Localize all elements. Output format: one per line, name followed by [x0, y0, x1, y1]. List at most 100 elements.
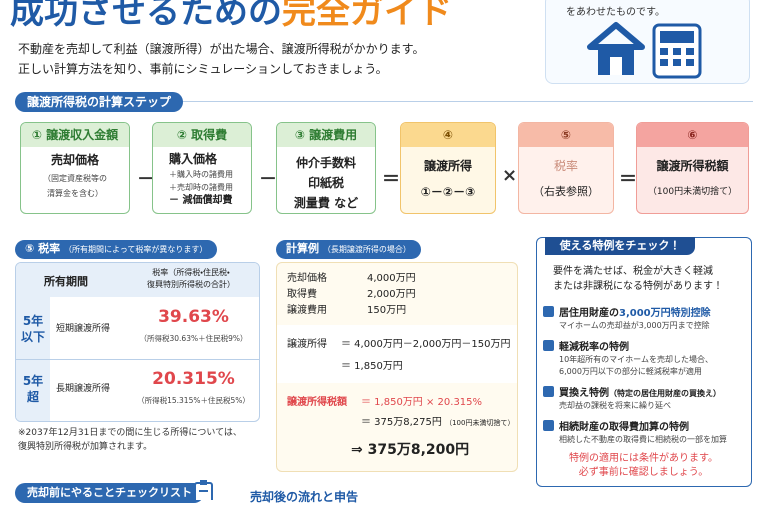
- step-box: ③ 譲渡費用 仲介手数料 印紙税 測量費 など: [276, 122, 376, 214]
- special-item: 軽減税率の特例: [543, 338, 629, 353]
- tax-amount: ＝ 375万8,275円: [361, 417, 442, 428]
- step-header: ② 取得費: [153, 123, 251, 147]
- step-number: ③: [294, 128, 305, 142]
- step-box: ② 取得費 購入価格 ＋購入時の諸費用 ＋売却時の諸費用 － 減価償却費: [152, 122, 252, 214]
- step-header: ⑤: [519, 123, 613, 147]
- special-desc: マイホームの売却益が3,000万円まで控除: [559, 321, 710, 330]
- special-item-title: 軽減税率の特例: [559, 342, 629, 353]
- special-desc-line: 6,000万円以下の部分に軽減税率が適用: [559, 367, 702, 376]
- step-line: （右表参照）: [533, 185, 599, 198]
- example-subtitle: （長期譲渡所得の場合）: [322, 245, 411, 254]
- special-item-sub: （特定の居住用財産の買換え）: [609, 389, 721, 398]
- rate: 39.63%: [158, 307, 229, 327]
- step-box: ④ 譲渡所得 ①－②－③: [400, 122, 496, 214]
- rate-breakdown: （所得税30.63%＋住民税9%）: [139, 334, 248, 343]
- special-desc: 10年超所有のマイホームを売却した場合、 6,000万円以下の部分に軽減税率が適用: [559, 354, 713, 378]
- operator: ×: [502, 165, 518, 186]
- col-header-line: 税率（所得税・住民税・: [152, 268, 230, 277]
- rates-title: 税率: [38, 242, 61, 255]
- rates-table: 所有期間 税率（所得税・住民税・ 復興特別所得税の合計） 5年 以下 短期譲渡所得 …: [15, 262, 260, 422]
- step-line: （100円未満切捨て）: [647, 187, 738, 197]
- period-line: 5年: [22, 374, 44, 388]
- special-item-title: 買換え特例: [559, 388, 609, 399]
- footnote-line: ※2037年12月31日までの間に生じる所得については、: [18, 428, 242, 438]
- tax-label: 譲渡所得税額: [287, 397, 347, 408]
- title-highlight: 完全ガイド: [282, 0, 452, 32]
- flow-title: 売却後の流れと申告: [250, 490, 359, 504]
- col-header-line: 復興特別所得税の合計）: [147, 280, 235, 289]
- rate-breakdown: （所得税15.315%＋住民税5%）: [137, 396, 250, 405]
- operator: ＝: [382, 169, 400, 190]
- tax-result: ⇒ 375万8,200円: [351, 442, 470, 458]
- income-line: ＝ 1,850万円: [341, 361, 403, 372]
- period: 5年以下: [16, 313, 50, 345]
- step-line: ①－②－③: [420, 185, 476, 199]
- step-header: ⑥: [637, 123, 748, 147]
- section-title: 譲渡所得税の計算ステップ: [15, 92, 184, 112]
- title: 成功させるための: [10, 0, 282, 32]
- row-divider: [16, 359, 259, 360]
- step-line: 仲介手数料: [295, 156, 356, 170]
- operator: ＝: [619, 169, 637, 190]
- footnote: ※2037年12月31日までの間に生じる所得については、 復興特別所得税が加算され…: [18, 426, 242, 454]
- income-label: 譲渡所得: [287, 339, 327, 350]
- special-box: 使える特例をチェック！ 要件を満たせば、税金が大きく軽減 または非課税になる特例が…: [536, 237, 752, 487]
- income-line: ＝ 4,000万円－2,000万円－150万円: [341, 339, 511, 350]
- special-item-title: 相続財産の取得費加算の特例: [559, 422, 689, 433]
- income-band: [277, 325, 517, 383]
- example-values: 4,000万円 2,000万円 150万円: [367, 271, 416, 319]
- step-title: 譲渡収入金額: [46, 128, 119, 142]
- step-number: ②: [176, 128, 187, 142]
- step-line: ＋売却時の諸費用: [169, 183, 233, 192]
- period: 5年超: [16, 373, 50, 405]
- example-items: 売却価格 取得費 譲渡費用: [287, 271, 327, 319]
- footnote-line: 復興特別所得税が加算されます。: [18, 442, 153, 452]
- item-label: 譲渡費用: [287, 305, 327, 316]
- step-header: ③ 譲渡費用: [277, 123, 375, 147]
- period-line: 超: [26, 390, 39, 404]
- tax-line: ＝ 1,850万円 × 20.315%: [361, 397, 483, 408]
- income-type: 短期譲渡所得: [56, 324, 111, 334]
- step-box: ⑤ 税率 （右表参照）: [518, 122, 614, 214]
- step-line: 譲渡所得税額: [656, 159, 729, 173]
- special-desc: 相続した不動産の取得費に相続税の一部を加算: [559, 435, 727, 444]
- item-value: 2,000万円: [367, 289, 416, 300]
- special-item: 居住用財産の3,000万円特別控除: [543, 304, 711, 319]
- example-title: 計算例: [286, 242, 319, 255]
- rates-note: （所有期間によって税率が異なります）: [64, 245, 208, 254]
- intro-line: 正しい計算方法を知り、事前にシミュレーションしておきましょう。: [18, 62, 388, 76]
- rates-header: ⑤ 税率 （所有期間によって税率が異なります）: [15, 240, 218, 259]
- item-value: 150万円: [367, 305, 407, 316]
- rates-number: ⑤: [25, 242, 35, 255]
- step-line: － 減価償却費: [169, 195, 233, 206]
- step-box: ① 譲渡収入金額 売却価格 （固定資産税等の 清算金を含む）: [20, 122, 130, 214]
- corner-box: をあわせたものです。: [545, 0, 750, 84]
- special-intro-line: または非課税になる特例があります！: [553, 281, 723, 292]
- tax-line: ＝ 375万8,275円 （100円未満切捨て）: [361, 413, 514, 428]
- title-wrap: 成功させるための完全ガイド: [10, 0, 452, 33]
- step-line: 売却価格: [50, 153, 99, 167]
- corner-note: をあわせたものです。: [566, 7, 665, 18]
- special-note-line: 必ず事前に確認しましょう。: [578, 467, 709, 478]
- intro-line: 不動産を売却して利益（譲渡所得）が出た場合、譲渡所得税がかかります。: [18, 42, 425, 56]
- special-intro: 要件を満たせば、税金が大きく軽減 または非課税になる特例があります！: [553, 264, 723, 294]
- operator: －: [259, 169, 277, 190]
- income-type: 長期譲渡所得: [56, 384, 111, 394]
- clipboard-icon: [194, 480, 213, 500]
- special-note-line: 特例の適用には条件があります。: [569, 453, 718, 464]
- step-line: 税率: [553, 159, 578, 173]
- step-title: 譲渡費用: [309, 128, 358, 142]
- divider: [15, 101, 753, 102]
- item-value: 4,000万円: [367, 273, 416, 284]
- tax-note: （100円未満切捨て）: [445, 419, 515, 427]
- step-line: 購入価格: [169, 152, 218, 166]
- step-line: 印紙税: [307, 176, 344, 190]
- period-line: 5年: [22, 314, 44, 328]
- special-intro-line: 要件を満たせば、税金が大きく軽減: [553, 266, 713, 277]
- col-header: 税率（所得税・住民税・ 復興特別所得税の合計）: [126, 267, 256, 291]
- step-line: （固定資産税等の: [43, 174, 107, 183]
- period-line: 以下: [20, 330, 45, 344]
- checklist-title: 売却前にやることチェックリスト: [15, 483, 204, 503]
- col-header: 所有期間: [44, 275, 88, 288]
